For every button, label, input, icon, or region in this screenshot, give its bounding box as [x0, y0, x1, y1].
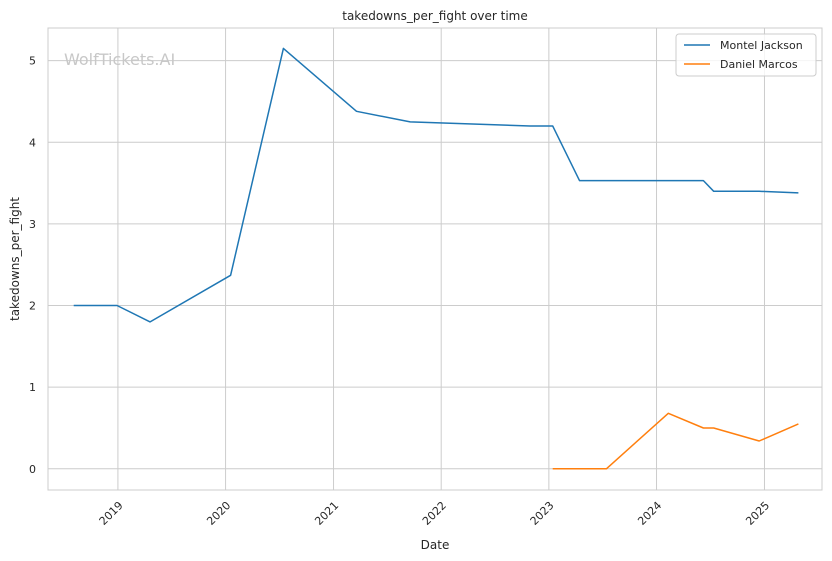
x-axis-label: Date — [421, 538, 450, 552]
x-tick-label: 2023 — [528, 499, 557, 528]
watermark: WolfTickets.AI — [64, 50, 175, 69]
legend-box — [675, 33, 817, 77]
y-axis-label: takedowns_per_fight — [8, 197, 22, 321]
series-lines — [73, 47, 799, 470]
plot-frame — [47, 27, 823, 491]
x-tick-label: 2021 — [312, 499, 341, 528]
x-tick-label: 2022 — [420, 499, 449, 528]
series-line-daniel-marcos — [552, 412, 799, 470]
y-tick-label: 4 — [29, 136, 36, 149]
legend-label: Montel Jackson — [720, 39, 803, 52]
y-tick-label: 3 — [29, 218, 36, 231]
chart-title: takedowns_per_fight over time — [342, 9, 528, 23]
y-tick-label: 5 — [29, 55, 36, 68]
y-axis-ticks: 0 1 2 3 4 5 — [29, 55, 36, 476]
y-tick-label: 1 — [29, 381, 36, 394]
y-tick-label: 2 — [29, 300, 36, 313]
x-axis-ticks: 2019 2020 2021 2022 2023 2024 2025 — [97, 499, 773, 528]
legend: Montel Jackson Daniel Marcos — [675, 33, 817, 77]
y-tick-label: 0 — [29, 463, 36, 476]
grid — [48, 28, 822, 490]
legend-label: Daniel Marcos — [720, 58, 798, 71]
x-tick-label: 2024 — [635, 499, 664, 528]
x-tick-label: 2019 — [97, 499, 126, 528]
series-line-montel-jackson — [73, 47, 799, 323]
x-tick-label: 2025 — [743, 499, 772, 528]
x-tick-label: 2020 — [204, 499, 233, 528]
